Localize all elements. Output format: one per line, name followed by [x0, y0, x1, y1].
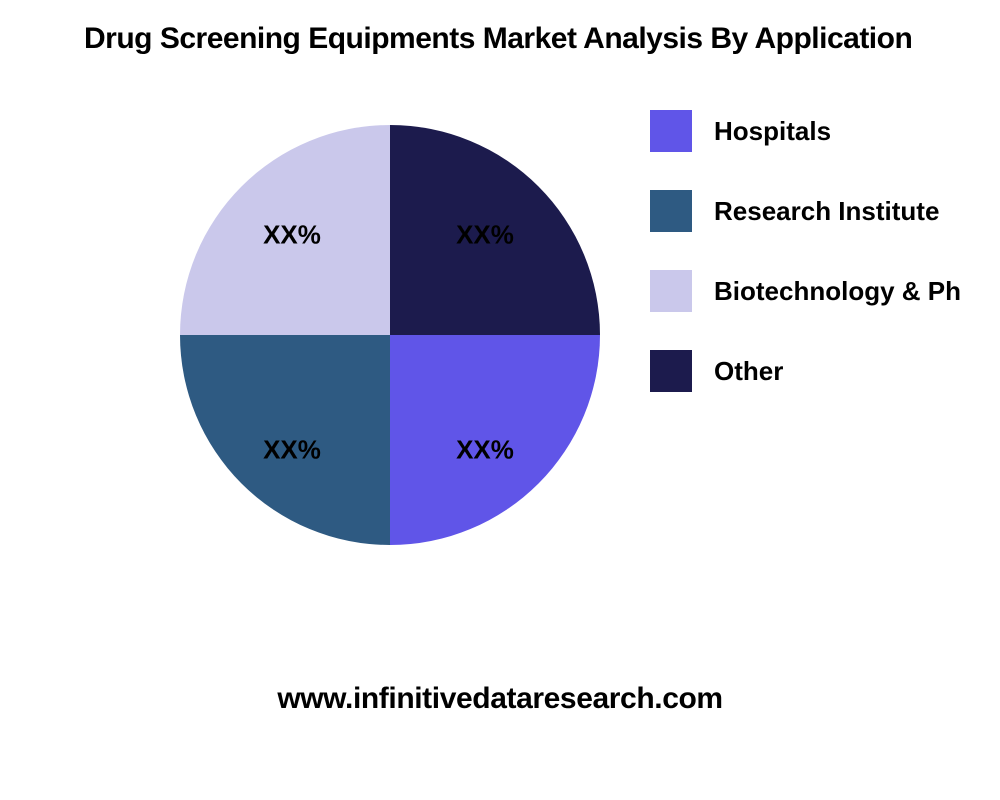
- legend-label: Research Institute: [714, 196, 939, 227]
- legend-item: Biotechnology & Ph: [650, 270, 1000, 312]
- pie-slice-label: XX%: [263, 220, 321, 251]
- legend-label: Hospitals: [714, 116, 831, 147]
- legend-item: Other: [650, 350, 1000, 392]
- legend: Hospitals Research Institute Biotechnology…: [650, 110, 1000, 430]
- chart-root: { "chart": { "type": "pie", "title": "Dr…: [0, 0, 1000, 800]
- legend-item: Research Institute: [650, 190, 1000, 232]
- legend-swatch: [650, 270, 692, 312]
- legend-label: Other: [714, 356, 783, 387]
- legend-swatch: [650, 190, 692, 232]
- pie-slice-label: XX%: [263, 435, 321, 466]
- legend-swatch: [650, 350, 692, 392]
- legend-label: Biotechnology & Ph: [714, 276, 961, 307]
- pie-chart: [180, 125, 600, 545]
- pie-slice-label: XX%: [456, 220, 514, 251]
- chart-title: Drug Screening Equipments Market Analysi…: [84, 22, 1000, 56]
- footer-attribution: www.infinitivedataresearch.com: [0, 682, 1000, 716]
- legend-item: Hospitals: [650, 110, 1000, 152]
- legend-swatch: [650, 110, 692, 152]
- pie-slice-label: XX%: [456, 435, 514, 466]
